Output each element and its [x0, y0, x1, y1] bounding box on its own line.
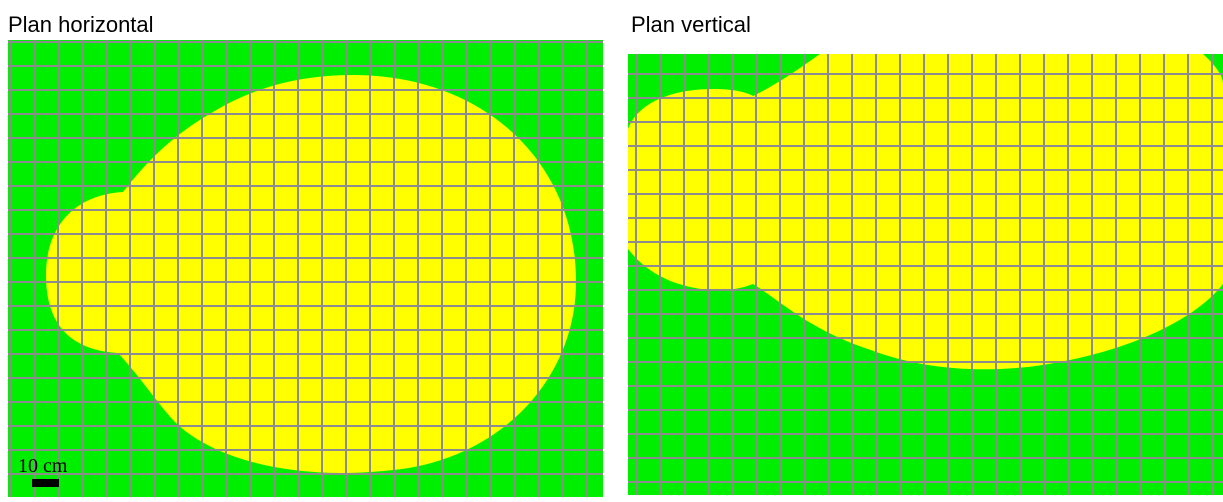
- vertical-plan-grid: [628, 54, 1223, 495]
- scale-bar-label: 10 cm: [18, 455, 68, 477]
- horizontal-plan-title: Plan horizontal: [8, 12, 154, 37]
- horizontal-plan-diagram: 10 cm: [8, 40, 603, 497]
- scale-bar: 10 cm: [18, 455, 68, 487]
- scale-bar-line: [32, 479, 59, 487]
- vertical-plan-diagram: [628, 54, 1223, 495]
- vertical-plan-title: Plan vertical: [631, 12, 751, 37]
- horizontal-plan-grid: [8, 40, 603, 497]
